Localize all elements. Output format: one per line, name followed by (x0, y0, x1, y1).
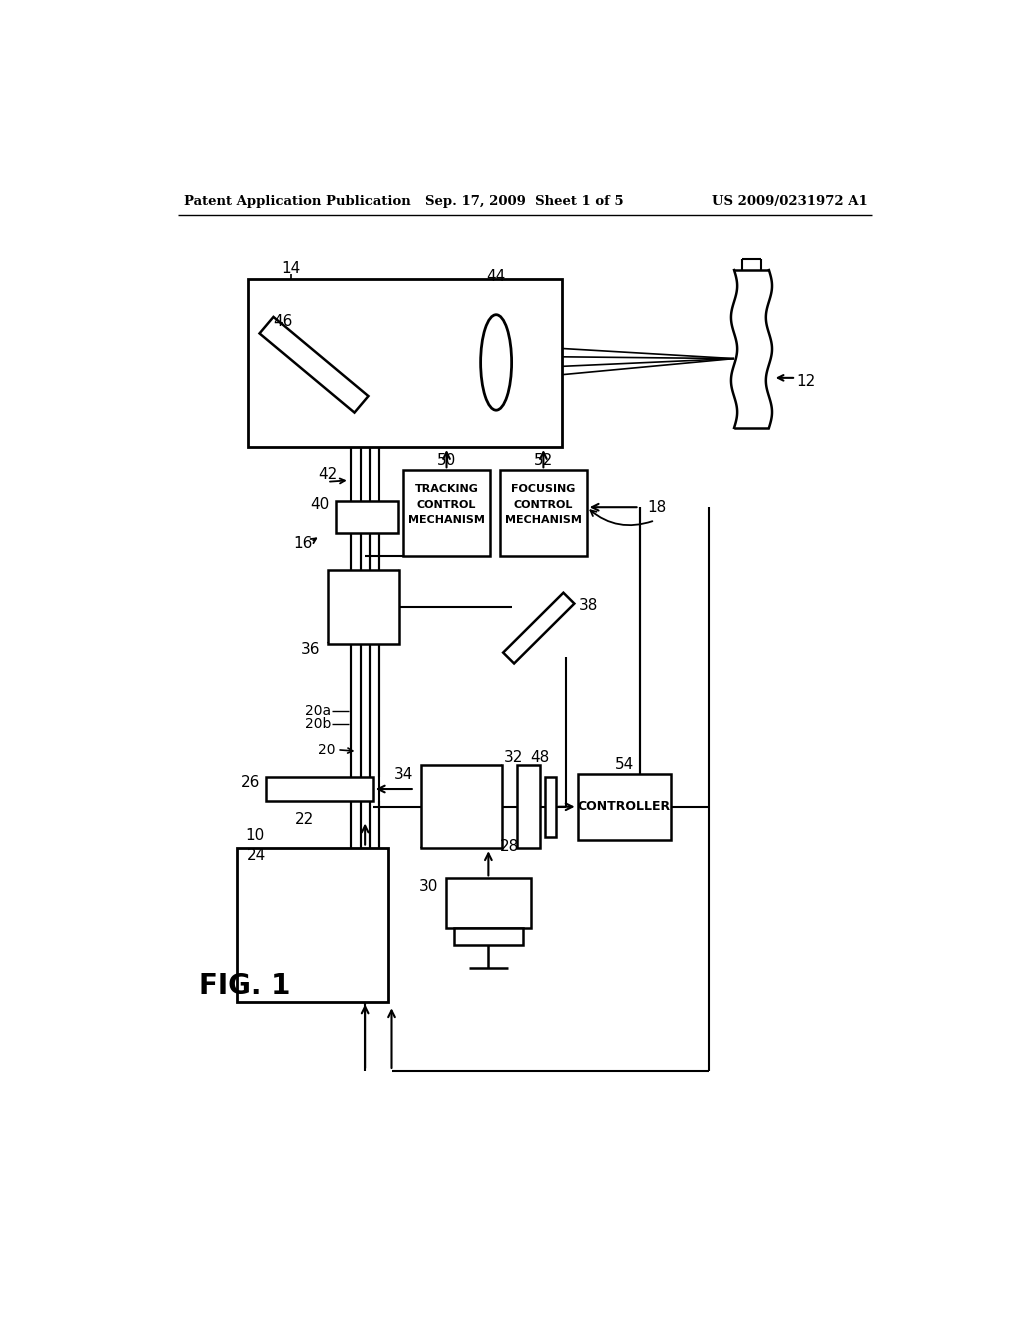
Text: 32: 32 (504, 750, 523, 766)
Bar (545, 776, 556, 837)
Bar (517, 766, 541, 849)
Text: 26: 26 (241, 775, 260, 789)
Text: 40: 40 (310, 498, 330, 512)
Bar (403, 470, 489, 557)
Text: 52: 52 (534, 453, 553, 467)
Text: TRACKING: TRACKING (415, 484, 478, 495)
Text: 10: 10 (246, 829, 265, 843)
Bar (500, 470, 587, 557)
Text: 36: 36 (301, 642, 321, 657)
Text: 54: 54 (614, 756, 634, 772)
Text: 24: 24 (247, 847, 266, 863)
Text: 48: 48 (530, 750, 550, 766)
Text: 16: 16 (293, 536, 312, 550)
Text: CONTROLLER: CONTROLLER (578, 800, 671, 813)
Text: FOCUSING: FOCUSING (511, 484, 575, 495)
Text: 20b: 20b (305, 717, 331, 731)
Text: 42: 42 (318, 466, 338, 482)
Bar (328, 570, 399, 644)
Text: 46: 46 (273, 314, 293, 329)
Ellipse shape (480, 314, 512, 411)
Text: MECHANISM: MECHANISM (409, 515, 485, 525)
Text: Patent Application Publication: Patent Application Publication (183, 195, 411, 209)
Bar (445, 878, 531, 928)
Bar (336, 502, 397, 533)
Text: 20: 20 (318, 743, 336, 756)
Text: CONTROL: CONTROL (514, 500, 573, 510)
Text: 34: 34 (394, 767, 414, 781)
Text: 28: 28 (500, 838, 519, 854)
Text: 30: 30 (419, 879, 438, 894)
Text: FIG. 1: FIG. 1 (200, 972, 291, 1001)
Text: Sep. 17, 2009  Sheet 1 of 5: Sep. 17, 2009 Sheet 1 of 5 (426, 195, 624, 209)
Text: US 2009/0231972 A1: US 2009/0231972 A1 (713, 195, 868, 209)
Bar (248, 280, 562, 447)
Polygon shape (503, 593, 574, 664)
Bar (578, 775, 671, 840)
Bar (421, 766, 503, 849)
Text: 20a: 20a (305, 705, 331, 718)
Text: 12: 12 (796, 374, 815, 389)
Bar (266, 776, 373, 801)
Text: MECHANISM: MECHANISM (505, 515, 582, 525)
Bar (237, 847, 388, 1002)
Text: 14: 14 (282, 261, 300, 276)
Text: 18: 18 (647, 500, 667, 515)
Text: 44: 44 (486, 269, 506, 284)
Text: 22: 22 (295, 812, 314, 826)
Text: CONTROL: CONTROL (417, 500, 476, 510)
Text: 38: 38 (579, 598, 598, 612)
Text: 50: 50 (437, 453, 456, 467)
Polygon shape (259, 317, 369, 413)
Bar (454, 928, 523, 945)
